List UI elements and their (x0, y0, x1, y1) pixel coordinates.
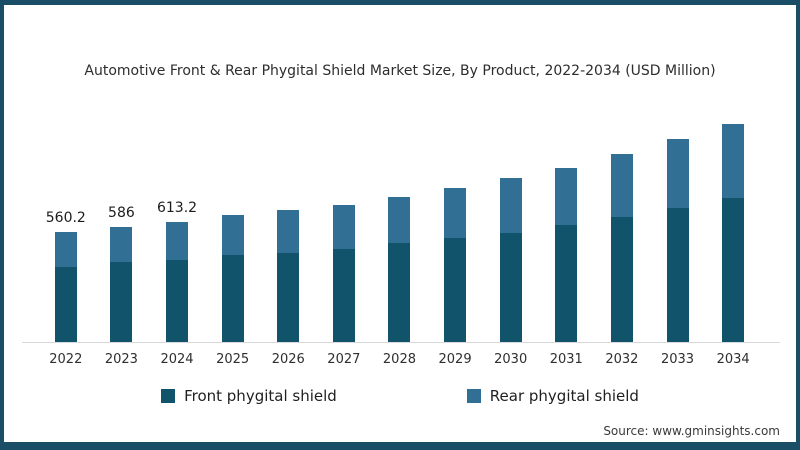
bar-segment-rear-2033 (666, 138, 689, 209)
x-tick-label-2027: 2027 (327, 352, 361, 367)
bar-value-label-2023: 586 (108, 204, 135, 221)
bar-slot-2027 (316, 116, 372, 342)
legend: Front phygital shield Rear phygital shie… (4, 387, 796, 405)
bar-segment-rear-2025 (221, 214, 244, 255)
bar-segment-front-2024 (166, 259, 189, 342)
legend-swatch-rear-icon (466, 389, 481, 403)
stacked-bar-2034 (722, 123, 745, 342)
bar-segment-front-2033 (666, 208, 689, 342)
bar-segment-front-2025 (221, 254, 244, 342)
legend-swatch-front-icon (161, 389, 176, 403)
bar-segment-front-2030 (499, 233, 522, 342)
bar-slot-2032 (594, 116, 650, 342)
x-tick-label-2030: 2030 (494, 352, 528, 367)
bar-segment-front-2034 (722, 198, 745, 342)
x-tick-label-2029: 2029 (438, 352, 472, 367)
bar-segment-rear-2022 (54, 231, 77, 267)
x-tick-label-2031: 2031 (549, 352, 583, 367)
stacked-bar-2029 (444, 187, 467, 342)
bar-segment-rear-2026 (277, 209, 300, 254)
bar-slot-2026 (260, 116, 316, 342)
x-axis-labels: 2022 2023 2024 2025 2026 2027 2028 2029 2030 2031… (38, 352, 761, 367)
stacked-bar-2025 (221, 214, 244, 342)
bar-segment-rear-2032 (610, 153, 633, 218)
stacked-bar-2033 (666, 138, 689, 342)
legend-label-front: Front phygital shield (184, 387, 337, 405)
bar-slot-2023: 586 (94, 116, 150, 342)
bar-segment-rear-2030 (499, 177, 522, 234)
x-axis-line (22, 342, 780, 343)
x-tick-label-2028: 2028 (382, 352, 416, 367)
bar-segment-front-2022 (54, 266, 77, 342)
bar-segment-front-2032 (610, 217, 633, 342)
bar-slot-2025 (205, 116, 261, 342)
bar-slot-2031 (538, 116, 594, 342)
bar-segment-front-2027 (332, 249, 355, 342)
stacked-bar-2032 (610, 153, 633, 342)
x-tick-label-2022: 2022 (49, 352, 83, 367)
bar-slot-2034 (705, 116, 761, 342)
bar-segment-front-2031 (555, 225, 578, 342)
x-tick-label-2032: 2032 (605, 352, 639, 367)
x-tick-label-2034: 2034 (716, 352, 750, 367)
bar-segment-front-2029 (444, 238, 467, 342)
legend-label-rear: Rear phygital shield (489, 387, 639, 405)
bar-segment-rear-2027 (332, 204, 355, 250)
bar-segment-rear-2029 (444, 187, 467, 239)
x-tick-label-2023: 2023 (104, 352, 138, 367)
source-text: Source: www.gminsights.com (603, 424, 780, 438)
bar-segment-front-2028 (388, 243, 411, 342)
bar-segment-rear-2034 (722, 123, 745, 199)
bar-slot-2030 (483, 116, 539, 342)
stacked-bar-2028 (388, 196, 411, 342)
x-tick-label-2025: 2025 (216, 352, 250, 367)
x-tick-label-2024: 2024 (160, 352, 194, 367)
stacked-bar-2027 (332, 204, 355, 342)
bar-slot-2024: 613.2 (149, 116, 205, 342)
bar-slot-2022: 560.2 (38, 116, 94, 342)
stacked-bar-2024 (166, 221, 189, 342)
bar-segment-rear-2024 (166, 221, 189, 260)
stacked-bar-2023 (110, 226, 133, 342)
chart-content: Automotive Front & Rear Phygital Shield … (4, 5, 796, 442)
stacked-bar-2026 (277, 209, 300, 342)
plot-area: 560.2 586 613.2 (38, 116, 761, 342)
bar-segment-rear-2023 (110, 226, 133, 263)
legend-item-rear: Rear phygital shield (466, 387, 639, 405)
bar-slot-2033 (650, 116, 706, 342)
stacked-bar-2031 (555, 167, 578, 342)
stacked-bar-2030 (499, 177, 522, 342)
bar-segment-rear-2031 (555, 167, 578, 226)
bar-segment-rear-2028 (388, 196, 411, 244)
bar-slot-2029 (427, 116, 483, 342)
bar-slot-2028 (372, 116, 428, 342)
bar-value-label-2024: 613.2 (156, 199, 198, 216)
bar-segment-front-2023 (110, 262, 133, 342)
x-tick-label-2026: 2026 (271, 352, 305, 367)
chart-title: Automotive Front & Rear Phygital Shield … (84, 63, 716, 79)
x-tick-label-2033: 2033 (660, 352, 695, 367)
bar-value-label-2022: 560.2 (45, 209, 86, 226)
legend-item-front: Front phygital shield (161, 387, 337, 405)
stacked-bar-2022 (54, 231, 77, 342)
bar-segment-front-2026 (277, 253, 300, 342)
